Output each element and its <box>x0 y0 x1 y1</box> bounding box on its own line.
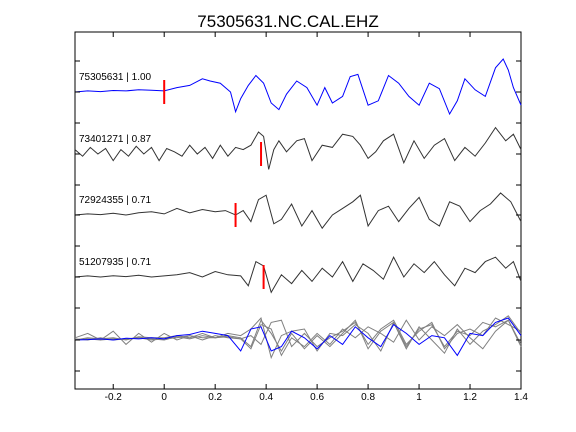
trace-line-1 <box>74 58 522 116</box>
trace-line-3 <box>74 192 522 230</box>
trace-label-3: 72924355 | 0.71 <box>79 195 152 206</box>
x-tick-label-6: 0.8 <box>361 392 375 403</box>
plot-frame <box>74 31 522 390</box>
trace-label-1: 75305631 | 1.00 <box>79 72 152 83</box>
x-tick-label-4: 0.4 <box>259 392 273 403</box>
picks-layer <box>163 80 265 289</box>
x-axis: -0.2 0 0.2 0.4 0.6 0.8 1 1.2 1.4 <box>105 32 528 403</box>
y-ticks <box>75 60 521 372</box>
trace-line-4 <box>74 256 522 294</box>
stack-line-4 <box>74 317 522 350</box>
trace-label-4: 51207935 | 0.71 <box>79 257 152 268</box>
stack-line-5 <box>74 317 522 357</box>
x-tick-label-5: 0.6 <box>310 392 324 403</box>
trace-labels: 75305631 | 1.00 73401271 | 0.87 72924355 |… <box>79 72 152 268</box>
stack-line-3 <box>74 319 522 357</box>
x-tick-label-9: 1.4 <box>514 392 528 403</box>
stack-layer <box>74 315 522 360</box>
x-tick-label-1: -0.2 <box>105 392 123 403</box>
trace-label-2: 73401271 | 0.87 <box>79 134 152 145</box>
chart-title: 75305631.NC.CAL.EHZ <box>197 12 378 31</box>
traces-layer <box>74 58 522 294</box>
x-tick-label-8: 1.2 <box>463 392 477 403</box>
x-tick-label-2: 0 <box>161 392 167 403</box>
trace-line-2 <box>74 126 522 170</box>
x-tick-label-7: 1 <box>416 392 422 403</box>
x-tick-label-3: 0.2 <box>208 392 222 403</box>
